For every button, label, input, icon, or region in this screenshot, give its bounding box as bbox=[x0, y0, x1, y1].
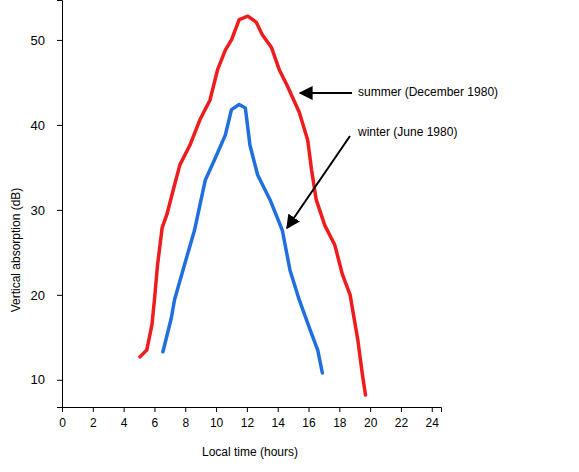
x-tick: 8 bbox=[182, 407, 189, 430]
x-tick: 18 bbox=[333, 407, 347, 430]
y-tick-label: 20 bbox=[31, 288, 45, 303]
x-tick-label: 8 bbox=[182, 416, 189, 430]
x-tick-mark bbox=[309, 407, 310, 412]
y-axis-title: Vertical absorption (dB) bbox=[9, 188, 23, 313]
series-group bbox=[140, 16, 366, 395]
x-tick-label: 4 bbox=[121, 416, 128, 430]
x-tick-label: 22 bbox=[395, 416, 409, 430]
x-tick: 14 bbox=[272, 407, 286, 430]
y-tick-mark bbox=[57, 380, 62, 381]
x-tick-label: 0 bbox=[59, 416, 66, 430]
x-tick: 16 bbox=[302, 407, 316, 430]
series-line bbox=[163, 105, 322, 374]
annotation-arrow bbox=[287, 136, 350, 228]
x-tick-mark bbox=[93, 407, 94, 412]
series-line bbox=[140, 16, 366, 395]
x-tick: 20 bbox=[364, 407, 378, 430]
y-axis-line bbox=[57, 1, 63, 408]
x-tick-mark bbox=[339, 407, 340, 412]
y-axis: 10 20 30 40 50 bbox=[31, 1, 63, 408]
y-tick-mark bbox=[57, 295, 62, 296]
x-axis: 024681012141618202224 bbox=[59, 407, 441, 430]
x-tick-label: 10 bbox=[210, 416, 224, 430]
y-tick: 50 bbox=[31, 33, 62, 48]
x-tick-label: 24 bbox=[426, 416, 440, 430]
x-tick-mark bbox=[124, 407, 125, 412]
x-tick-mark bbox=[432, 407, 433, 412]
y-tick: 10 bbox=[31, 372, 62, 387]
x-tick-mark bbox=[278, 407, 279, 412]
chart: 0246810121416182022241020304050summer (D… bbox=[0, 0, 579, 472]
x-tick-mark bbox=[370, 407, 371, 412]
x-tick: 22 bbox=[395, 407, 409, 430]
x-tick-mark bbox=[154, 407, 155, 412]
x-tick-mark bbox=[185, 407, 186, 412]
x-tick-label: 6 bbox=[152, 416, 159, 430]
x-tick: 6 bbox=[152, 407, 159, 430]
x-tick: 0 bbox=[59, 407, 66, 430]
y-tick: 20 bbox=[31, 288, 62, 303]
x-tick-label: 20 bbox=[364, 416, 378, 430]
plot: 0246810121416182022241020304050 bbox=[31, 1, 442, 430]
x-tick: 4 bbox=[121, 407, 128, 430]
y-tick-mark bbox=[57, 125, 62, 126]
x-tick-label: 16 bbox=[302, 416, 316, 430]
y-tick: 40 bbox=[31, 118, 62, 133]
series-label: summer (December 1980) bbox=[358, 85, 498, 99]
y-tick-mark bbox=[57, 40, 62, 41]
y-tick-label: 10 bbox=[31, 372, 45, 387]
x-tick-label: 2 bbox=[90, 416, 97, 430]
x-tick-label: 14 bbox=[272, 416, 286, 430]
x-tick-mark bbox=[247, 407, 248, 412]
x-tick: 10 bbox=[210, 407, 224, 430]
y-tick: 30 bbox=[31, 203, 62, 218]
x-tick-mark bbox=[401, 407, 402, 412]
x-tick-label: 18 bbox=[333, 416, 347, 430]
x-tick-mark bbox=[216, 407, 217, 412]
y-tick-label: 40 bbox=[31, 118, 45, 133]
series-label: winter (June 1980) bbox=[357, 125, 457, 139]
x-tick-label: 12 bbox=[241, 416, 255, 430]
y-tick-label: 30 bbox=[31, 203, 45, 218]
x-tick: 24 bbox=[426, 407, 440, 430]
y-tick-label: 50 bbox=[31, 33, 45, 48]
x-axis-line bbox=[63, 408, 442, 413]
annotation-arrow bbox=[300, 92, 352, 94]
x-axis-title: Local time (hours) bbox=[202, 445, 298, 459]
y-tick-mark bbox=[57, 210, 62, 211]
x-tick: 2 bbox=[90, 407, 97, 430]
x-tick: 12 bbox=[241, 407, 255, 430]
